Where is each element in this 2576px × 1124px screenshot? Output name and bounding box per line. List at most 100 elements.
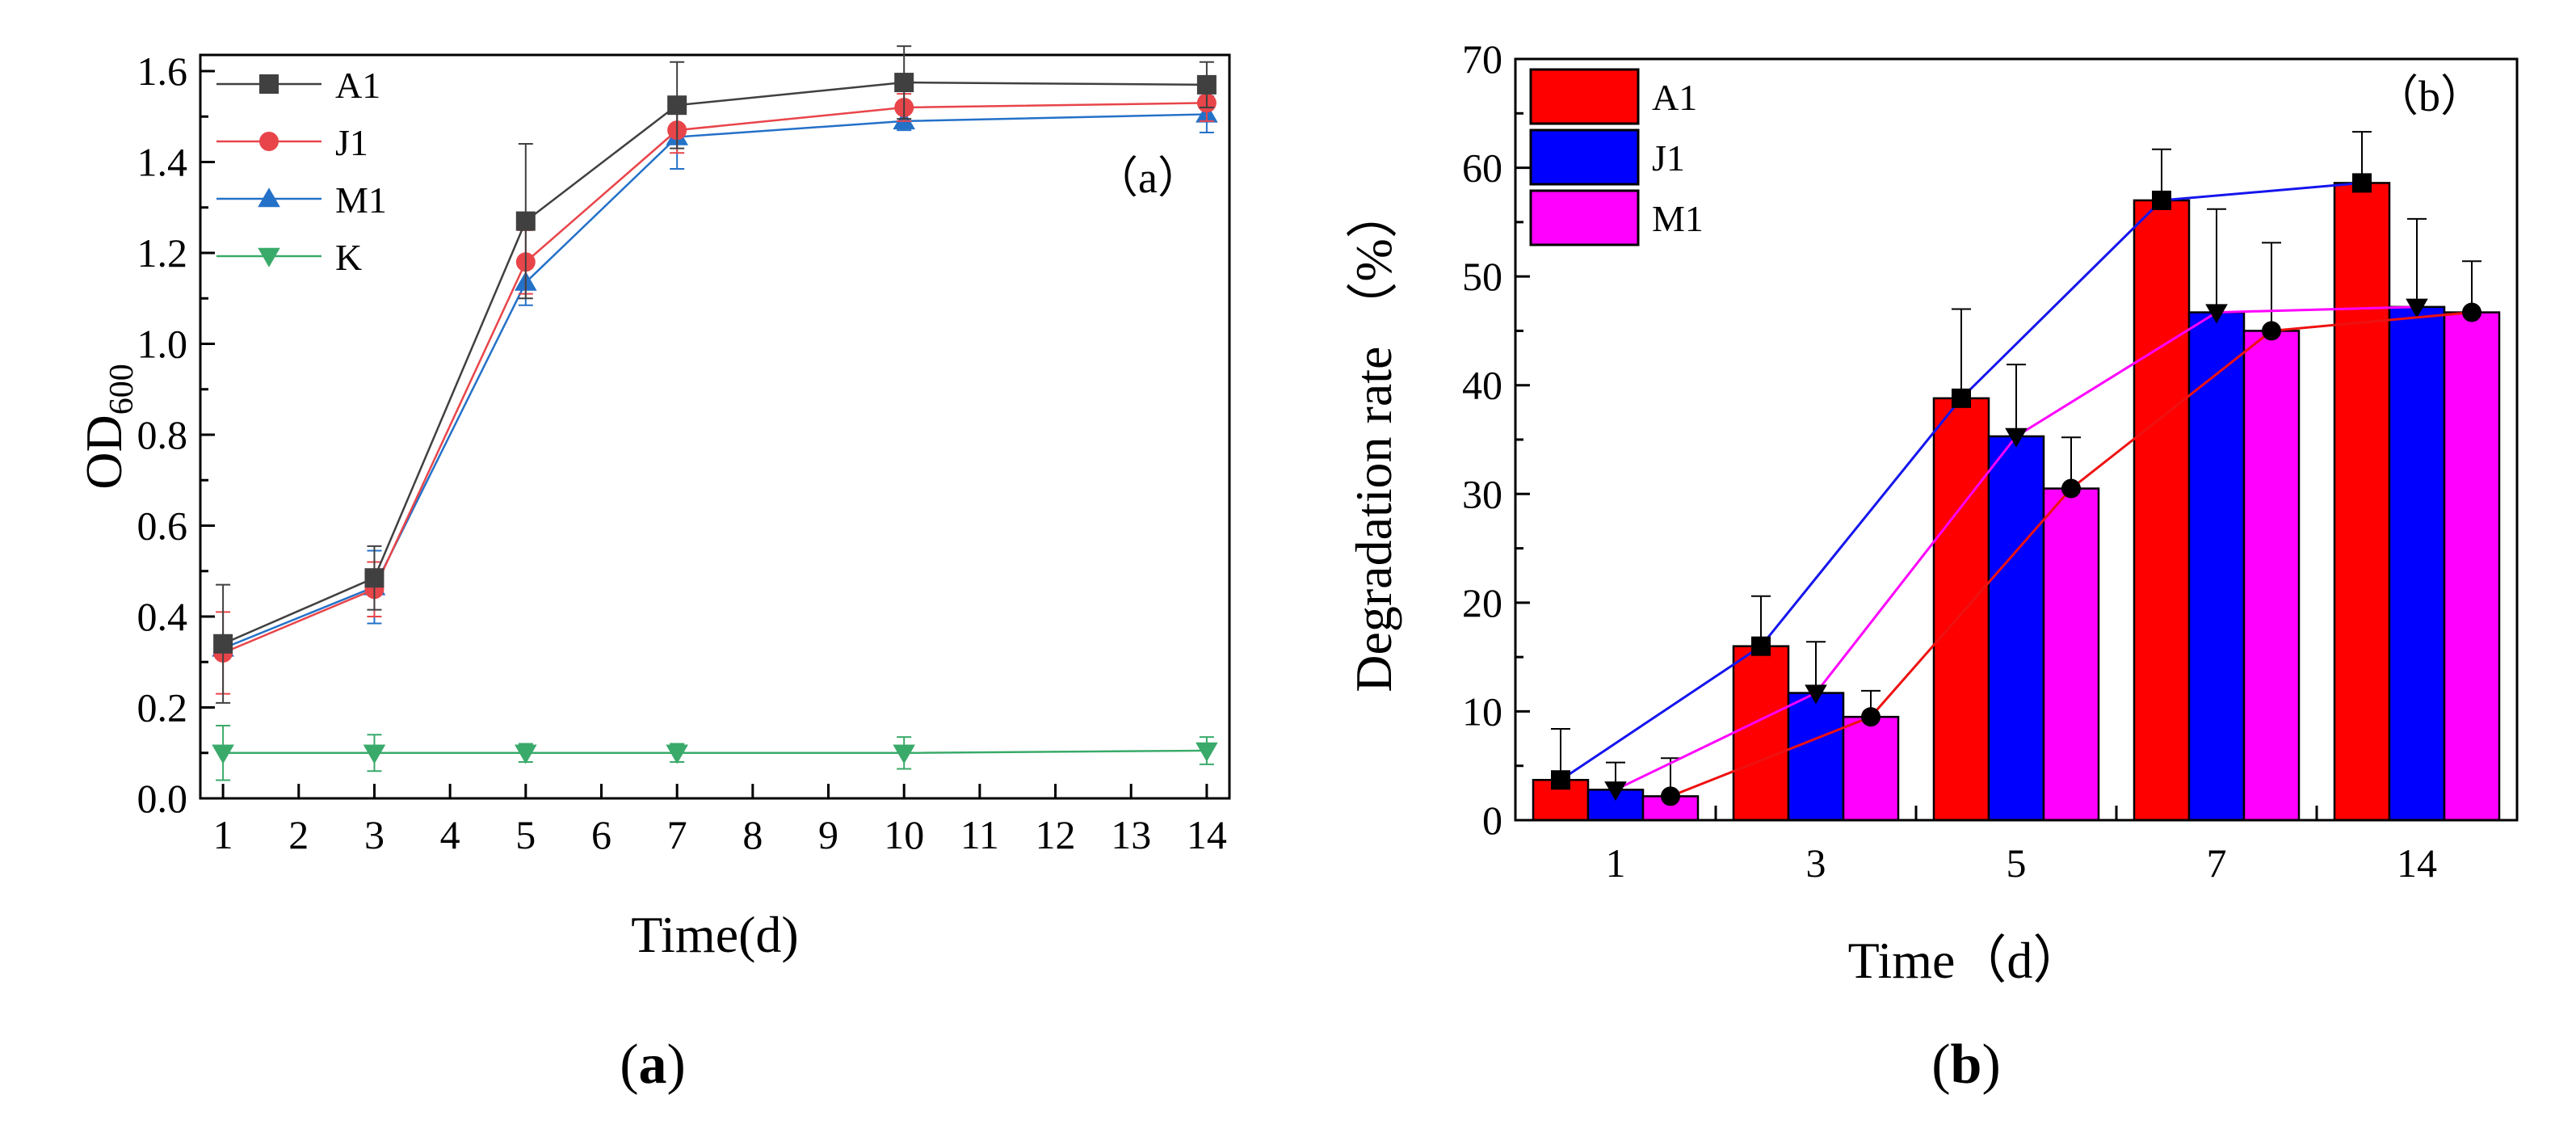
chart-b-y-axis-label: Degradation rate （%） xyxy=(1345,187,1402,693)
y-tick-label: 0.2 xyxy=(137,685,188,730)
legend-label-a1: A1 xyxy=(335,65,380,106)
legend-item-j1: J1 xyxy=(216,122,368,163)
chart-a-legend: A1 J1 M1 K xyxy=(216,65,387,278)
legend-label-b-m1: M1 xyxy=(1652,198,1704,239)
x-tick-label: 14 xyxy=(1187,812,1227,857)
x-tick-label: 3 xyxy=(364,812,385,857)
bar xyxy=(1932,397,1990,822)
trend-marker xyxy=(1805,684,1827,705)
x-tick-label: 13 xyxy=(1111,812,1151,857)
y-tick-label: 1.4 xyxy=(137,140,188,185)
series-j1 xyxy=(213,83,1217,695)
caption-b-open: ( xyxy=(1931,1033,1950,1096)
chart-a-series xyxy=(212,45,1218,781)
legend-item-k: K xyxy=(216,237,362,278)
trend-marker xyxy=(1952,388,1971,408)
legend-marker xyxy=(258,247,280,267)
x-tick-label: 8 xyxy=(742,812,763,857)
caption-a-open: ( xyxy=(620,1033,638,1096)
chart-a-frame xyxy=(199,53,1231,800)
data-point xyxy=(894,73,914,93)
x-tick-label: 14 xyxy=(2397,840,2437,886)
caption-a: (a) xyxy=(620,1033,686,1096)
y-tick-label: 0.4 xyxy=(137,594,188,639)
series-line xyxy=(222,102,1207,655)
data-point xyxy=(212,744,234,764)
trend-marker xyxy=(1751,636,1771,656)
trend-marker xyxy=(1551,770,1570,790)
caption-b: (b) xyxy=(1931,1033,2001,1096)
series-k xyxy=(212,725,1218,781)
bar xyxy=(2042,487,2100,822)
y-tick-label: 50 xyxy=(1462,254,1502,299)
y-tick-label: 40 xyxy=(1462,363,1502,408)
trend-marker xyxy=(2152,190,2171,210)
chart-a-y-axis-label: OD600 xyxy=(75,364,141,489)
x-tick-label: 1 xyxy=(1606,840,1626,886)
bar xyxy=(1732,645,1790,822)
x-tick-label: 12 xyxy=(1036,812,1076,857)
trend-marker xyxy=(2462,302,2481,322)
trend-marker xyxy=(2406,298,2428,318)
legend-label-b-a1: A1 xyxy=(1652,77,1697,118)
trend-marker xyxy=(2262,321,2281,341)
y-tick-label: 0.0 xyxy=(137,776,188,821)
caption-a-letter: a xyxy=(639,1033,667,1096)
legend-marker xyxy=(258,187,280,208)
data-point xyxy=(893,744,915,764)
bar xyxy=(2242,330,2301,822)
chart-b-panel-label: （b） xyxy=(2375,72,2484,120)
bar xyxy=(1787,692,1845,822)
legend-swatch-a1 xyxy=(1529,68,1640,125)
x-tick-label: 1 xyxy=(213,812,233,857)
chart-b-x-axis-label: Time（d） xyxy=(1848,932,2085,989)
chart-b-trend-lines xyxy=(1551,173,2481,806)
y-tick-label: 1.0 xyxy=(137,322,188,367)
data-point xyxy=(666,744,688,764)
x-tick-label: 6 xyxy=(591,812,611,857)
data-point xyxy=(1196,742,1218,762)
trend-line-a1 xyxy=(1551,173,2372,790)
legend-item-m1: M1 xyxy=(216,179,387,221)
legend-item-a1: A1 xyxy=(216,65,380,106)
bar xyxy=(2388,305,2446,822)
bar xyxy=(2443,311,2501,822)
y-tick-label: 60 xyxy=(1462,145,1502,191)
x-tick-label: 11 xyxy=(960,812,999,857)
series-line xyxy=(223,749,1207,754)
data-point xyxy=(667,95,687,116)
chart-b: 0 10 20 30 40 50 60 70 1 3 5 7 14 A1 J1 M1 （b） Degr… xyxy=(1345,36,2519,1096)
chart-a-x-ticks: 1 2 3 4 5 6 7 8 9 10 11 12 13 14 xyxy=(213,784,1227,857)
legend-label-m1: M1 xyxy=(335,179,387,221)
trend-marker xyxy=(2352,173,2372,193)
legend-swatch-j1 xyxy=(1529,128,1640,186)
chart-b-x-ticks: 1 3 5 7 14 xyxy=(1606,806,2437,886)
x-tick-label: 7 xyxy=(2207,840,2227,886)
data-point xyxy=(515,744,537,764)
series-line xyxy=(222,113,1207,650)
caption-a-close: ) xyxy=(667,1033,686,1096)
y-tick-label: 0.8 xyxy=(137,412,188,457)
trend-line-j1 xyxy=(1604,298,2428,802)
chart-b-bars xyxy=(1532,131,2501,822)
trend-line-m1 xyxy=(1661,302,2481,806)
y-tick-label: 0 xyxy=(1482,798,1502,843)
x-tick-label: 5 xyxy=(515,812,536,857)
trend-marker xyxy=(2205,304,2228,324)
legend-marker xyxy=(259,74,279,94)
bar xyxy=(1842,715,1900,822)
bar-series-j1 xyxy=(1586,208,2446,822)
legend-marker xyxy=(259,132,279,151)
bar xyxy=(1987,435,2045,822)
y-tick-label: 0.6 xyxy=(137,503,188,549)
series-line xyxy=(222,81,1207,645)
chart-a-y-ticks: 0.0 0.2 0.4 0.6 0.8 1.0 1.2 1.4 1.6 xyxy=(137,48,215,821)
y-tick-label: 1.6 xyxy=(137,48,188,94)
y-tick-label: 70 xyxy=(1462,36,1502,82)
trend-marker xyxy=(1661,786,1680,806)
y-tick-label: 1.2 xyxy=(137,230,188,276)
chart-a-y-axis-label-sub: 600 xyxy=(103,364,141,415)
caption-b-close: ) xyxy=(1981,1033,2000,1096)
x-tick-label: 2 xyxy=(288,812,309,857)
y-tick-label: 30 xyxy=(1462,471,1502,516)
